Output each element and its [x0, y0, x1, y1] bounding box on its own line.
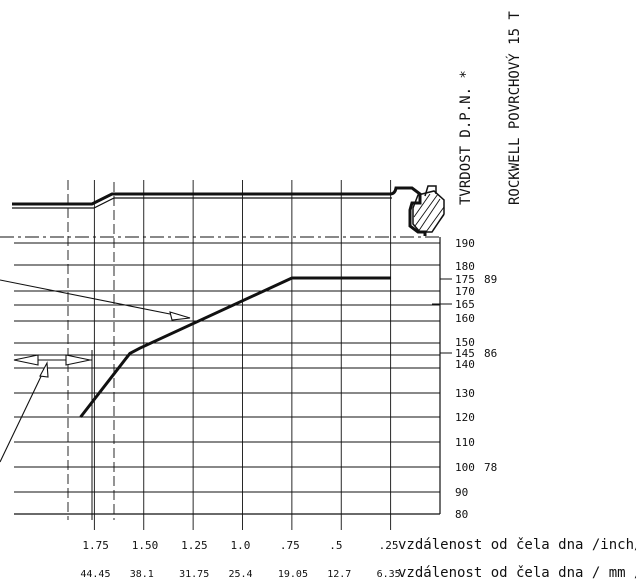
hardness-tick: 170 [455, 285, 475, 298]
x-inch-axis-label: vzdálenost od čela dna /inch/ [398, 537, 636, 553]
x-inch-tick-labels: 1.75 1.50 1.25 1.0 .75 .5 .25 [82, 539, 398, 552]
rockwell-tick: 78 [484, 461, 497, 474]
annotation-leaders [0, 279, 191, 463]
hardness-tick: 110 [455, 436, 475, 449]
x-inch-tick: 1.50 [132, 539, 159, 552]
x-mm-tick: 12.7 [327, 569, 351, 580]
hardness-tick: 160 [455, 312, 475, 325]
x-inch-tick: .5 [329, 539, 342, 552]
rockwell-tick: 86 [484, 347, 497, 360]
x-inch-tick: 1.25 [181, 539, 208, 552]
chart-frame [14, 237, 441, 515]
hardness-tick: 100 [455, 461, 475, 474]
hardness-tick: 90 [455, 486, 468, 499]
hardness-title: TVRDOST D.P.N. * [458, 70, 474, 205]
x-mm-tick-labels: 44.45 38.1 31.75 25.4 19.05 12.7 6.35 [80, 569, 400, 580]
hardness-tick: 130 [455, 387, 475, 400]
rockwell-title: ROCKWELL POVRCHOVÝ 15 T [506, 11, 523, 205]
x-mm-tick: 25.4 [229, 569, 253, 580]
hardness-tick: 150 [455, 336, 475, 349]
rockwell-tick-labels: 89 86 78 [484, 273, 497, 474]
hardness-tick: 80 [455, 508, 468, 521]
x-mm-tick: 44.45 [80, 569, 110, 580]
x-inch-tick: .25 [379, 539, 399, 552]
part-profile [12, 185, 445, 236]
grid-horizontal [14, 242, 440, 515]
hardness-tick: 120 [455, 411, 475, 424]
x-mm-tick: 19.05 [278, 569, 308, 580]
x-inch-tick: .75 [280, 539, 300, 552]
hardness-tick: 165 [455, 298, 475, 311]
x-mm-tick: 31.75 [179, 569, 209, 580]
hardness-tick: 180 [455, 260, 475, 273]
hardness-tick: 190 [455, 237, 475, 250]
x-inch-tick: 1.75 [82, 539, 109, 552]
x-mm-tick: 38.1 [130, 569, 154, 580]
hardness-curve [79, 276, 391, 418]
rockwell-tick: 89 [484, 273, 497, 286]
x-mm-tick: 6.35 [377, 569, 401, 580]
grid-vertical [67, 180, 392, 530]
hardness-tick: 140 [455, 358, 475, 371]
hardness-tick: 145 [455, 347, 475, 360]
hardness-tick: 175 [455, 273, 475, 286]
x-inch-tick: 1.0 [231, 539, 251, 552]
x-mm-axis-label: vzdálenost od čela dna / mm / [398, 565, 636, 581]
